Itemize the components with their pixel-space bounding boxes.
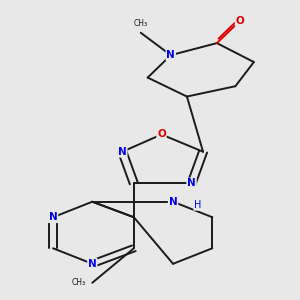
Text: N: N (169, 197, 178, 207)
Text: N: N (88, 259, 97, 269)
Text: H: H (194, 200, 201, 210)
Text: N: N (167, 50, 175, 60)
Text: O: O (236, 16, 244, 26)
Text: N: N (49, 212, 58, 222)
Text: O: O (157, 130, 166, 140)
Text: N: N (187, 178, 196, 188)
Text: N: N (118, 147, 127, 157)
Text: CH₃: CH₃ (134, 19, 148, 28)
Text: CH₃: CH₃ (71, 278, 85, 287)
